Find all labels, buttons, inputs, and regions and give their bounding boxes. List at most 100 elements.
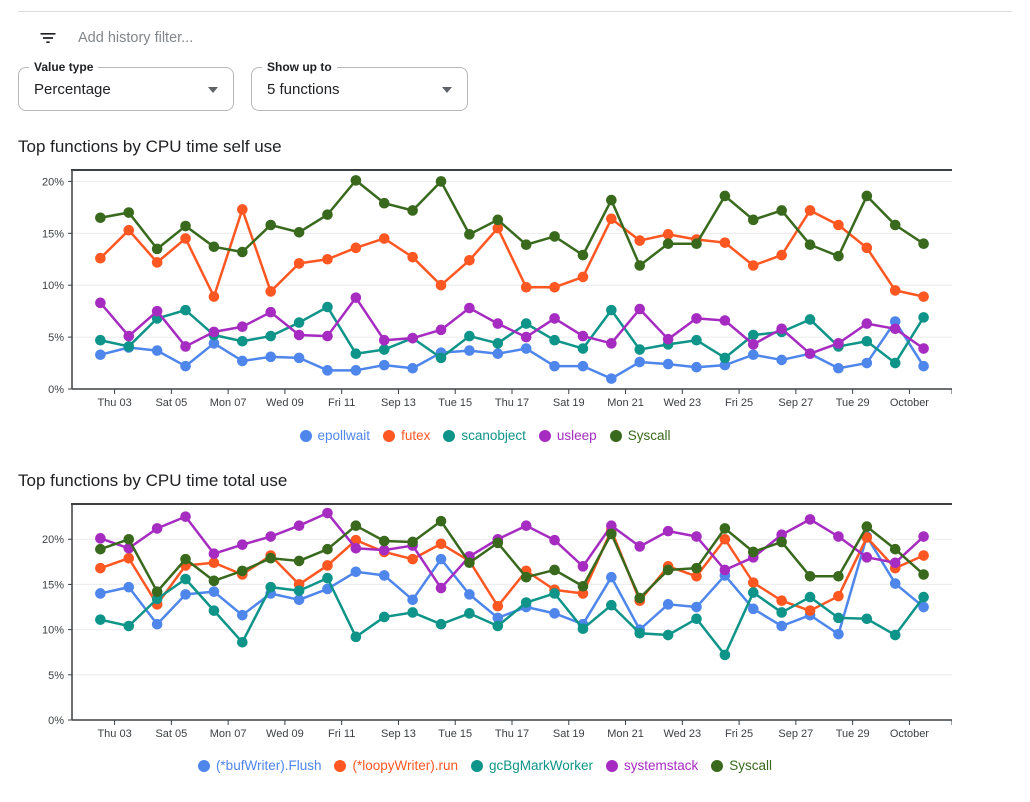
data-point[interactable]: [237, 609, 248, 621]
data-point[interactable]: [549, 564, 560, 576]
data-point[interactable]: [804, 348, 816, 360]
data-point[interactable]: [691, 562, 702, 574]
data-point[interactable]: [265, 306, 277, 318]
data-point[interactable]: [804, 314, 816, 325]
data-point[interactable]: [95, 212, 106, 224]
data-point[interactable]: [634, 541, 646, 552]
data-point[interactable]: [492, 348, 504, 360]
data-point[interactable]: [95, 334, 106, 346]
data-point[interactable]: [634, 356, 646, 368]
data-point[interactable]: [747, 260, 759, 271]
data-point[interactable]: [662, 333, 674, 345]
data-point[interactable]: [322, 330, 333, 342]
data-point[interactable]: [549, 360, 560, 372]
data-point[interactable]: [549, 231, 560, 242]
data-point[interactable]: [265, 552, 277, 564]
data-point[interactable]: [378, 544, 390, 556]
data-point[interactable]: [634, 235, 646, 246]
data-point[interactable]: [577, 271, 589, 283]
data-point[interactable]: [747, 603, 759, 615]
show-up-to-select[interactable]: Show up to 5 functions: [251, 60, 468, 111]
data-point[interactable]: [464, 330, 475, 342]
data-point[interactable]: [180, 589, 191, 600]
data-point[interactable]: [293, 352, 305, 364]
data-point[interactable]: [492, 338, 504, 349]
data-point[interactable]: [691, 531, 702, 542]
data-point[interactable]: [464, 345, 475, 356]
data-point[interactable]: [918, 591, 929, 603]
data-point[interactable]: [265, 581, 277, 593]
data-point[interactable]: [435, 618, 447, 630]
data-point[interactable]: [265, 531, 277, 542]
data-point[interactable]: [180, 360, 191, 372]
data-point[interactable]: [180, 220, 191, 232]
data-point[interactable]: [407, 332, 418, 344]
data-point[interactable]: [577, 249, 589, 261]
data-point[interactable]: [691, 601, 702, 613]
data-point[interactable]: [435, 515, 447, 527]
data-point[interactable]: [237, 539, 248, 550]
data-point[interactable]: [918, 343, 929, 354]
data-point[interactable]: [889, 323, 901, 335]
data-point[interactable]: [322, 209, 333, 220]
data-point[interactable]: [464, 302, 475, 314]
data-point[interactable]: [378, 359, 390, 371]
data-point[interactable]: [520, 343, 532, 354]
data-point[interactable]: [918, 360, 929, 372]
data-point[interactable]: [889, 357, 901, 369]
data-point[interactable]: [606, 528, 617, 540]
data-point[interactable]: [861, 242, 873, 254]
data-point[interactable]: [634, 627, 646, 639]
data-point[interactable]: [719, 352, 731, 364]
data-point[interactable]: [833, 531, 844, 542]
data-point[interactable]: [747, 587, 759, 598]
data-point[interactable]: [606, 373, 617, 384]
data-point[interactable]: [350, 631, 362, 643]
data-point[interactable]: [237, 335, 248, 347]
data-point[interactable]: [776, 249, 787, 261]
data-point[interactable]: [918, 569, 929, 580]
data-point[interactable]: [520, 571, 532, 583]
data-point[interactable]: [151, 586, 163, 597]
data-point[interactable]: [407, 536, 418, 548]
data-point[interactable]: [804, 571, 816, 582]
data-point[interactable]: [180, 341, 191, 352]
data-point[interactable]: [634, 344, 646, 355]
data-point[interactable]: [804, 591, 816, 603]
data-point[interactable]: [520, 318, 532, 329]
data-point[interactable]: [662, 229, 674, 240]
data-point[interactable]: [378, 233, 390, 244]
data-point[interactable]: [833, 628, 844, 640]
data-point[interactable]: [123, 330, 135, 342]
data-point[interactable]: [918, 312, 929, 323]
data-point[interactable]: [378, 535, 390, 547]
data-point[interactable]: [123, 620, 135, 632]
data-point[interactable]: [407, 205, 418, 216]
data-point[interactable]: [747, 339, 759, 350]
data-point[interactable]: [833, 219, 844, 231]
data-point[interactable]: [464, 608, 475, 619]
data-point[interactable]: [265, 286, 277, 297]
data-point[interactable]: [549, 588, 560, 599]
data-point[interactable]: [95, 543, 106, 555]
data-point[interactable]: [208, 605, 220, 616]
data-point[interactable]: [435, 324, 447, 336]
data-point[interactable]: [747, 546, 759, 558]
data-point[interactable]: [634, 303, 646, 315]
data-point[interactable]: [691, 313, 702, 324]
data-point[interactable]: [861, 532, 873, 543]
data-point[interactable]: [208, 326, 220, 338]
data-point[interactable]: [407, 607, 418, 618]
data-point[interactable]: [95, 533, 106, 544]
filter-list-icon[interactable]: [38, 28, 58, 48]
data-point[interactable]: [861, 357, 873, 369]
data-point[interactable]: [691, 334, 702, 346]
data-point[interactable]: [719, 533, 731, 545]
data-point[interactable]: [861, 190, 873, 202]
data-point[interactable]: [208, 575, 220, 587]
data-point[interactable]: [95, 614, 106, 625]
history-filter-input[interactable]: [76, 29, 500, 47]
data-point[interactable]: [662, 629, 674, 641]
data-point[interactable]: [265, 351, 277, 363]
data-point[interactable]: [804, 605, 816, 616]
